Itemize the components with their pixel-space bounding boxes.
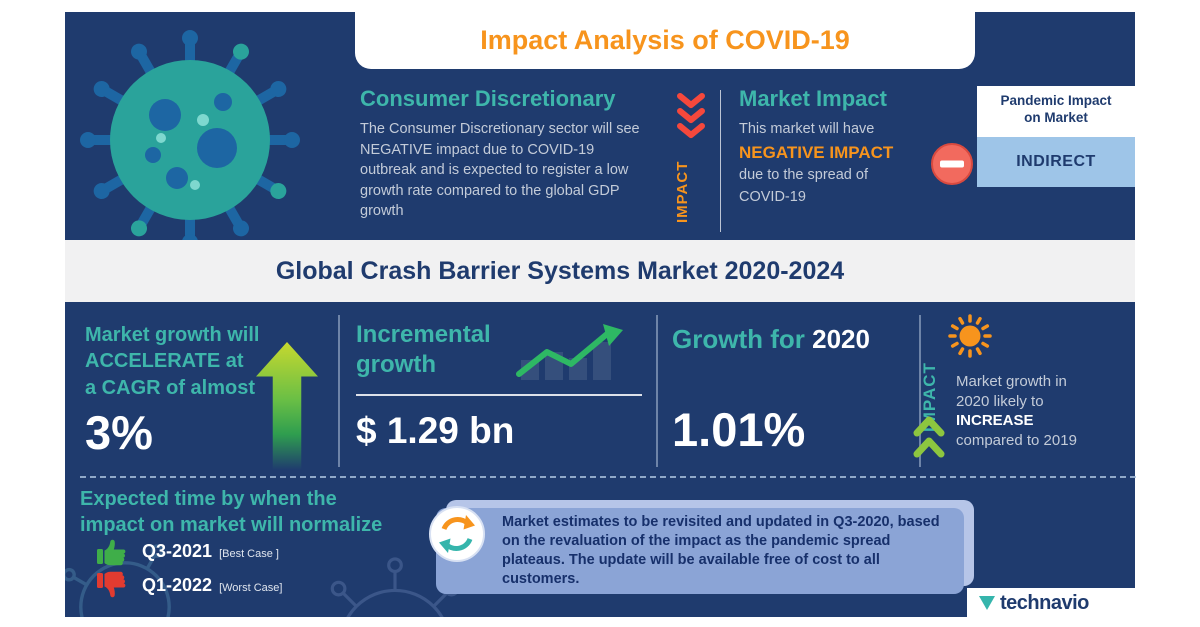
virus-watermark-icon: [330, 557, 460, 617]
impact-2020-line2: 2020 likely to: [956, 392, 1044, 410]
negative-impact-highlight: NEGATIVE IMPACT: [739, 142, 894, 162]
worst-case-value: Q1-2022: [142, 575, 213, 595]
best-case-label: [Best Case ]: [219, 548, 279, 560]
banner-title: Impact Analysis of COVID-19: [480, 25, 850, 55]
impact-sun-icon: [948, 314, 992, 358]
impact-2020-text: Market growth in 2020 likely to INCREASE…: [956, 372, 1134, 450]
dashed-divider: [80, 476, 1136, 478]
normalize-title-line1: Expected time by when the: [80, 488, 337, 510]
refresh-icon: [429, 506, 485, 562]
top-divider: [720, 90, 721, 232]
worst-case-label: [Worst Case]: [219, 582, 283, 594]
market-title: Global Crash Barrier Systems Market 2020…: [275, 256, 845, 285]
market-impact-line2: due to the spread of: [739, 167, 868, 184]
growth-2020-label-text: Growth for: [672, 324, 805, 354]
best-case-value: Q3-2021: [142, 541, 213, 561]
coronavirus-illustration: [80, 30, 300, 250]
brand-triangle-icon: [979, 596, 995, 610]
stats-divider: [656, 315, 658, 467]
virus-watermark-icon: [65, 544, 171, 617]
growth-2020-year: 2020: [812, 324, 870, 354]
market-impact-line3: COVID-19: [739, 189, 806, 206]
market-title-band: Global Crash Barrier Systems Market 2020…: [65, 240, 1135, 302]
sector-body: The Consumer Discretionary sector will s…: [360, 121, 640, 220]
market-impact-line1: This market will have: [739, 121, 875, 137]
normalize-title: Expected time by when the impact on mark…: [80, 487, 382, 538]
impact-2020-line1: Market growth in: [956, 373, 1067, 390]
increase-chevrons-icon: [913, 416, 945, 458]
increase-highlight: INCREASE: [956, 412, 1034, 429]
growth-2020-value: 1.01%: [672, 403, 806, 456]
market-impact-block: Market Impact This market will have NEGA…: [739, 86, 964, 209]
minus-circle-icon: [931, 143, 973, 185]
covid-banner: Impact Analysis of COVID-19: [355, 12, 975, 69]
incremental-growth-label: Incremental growth: [356, 321, 491, 378]
impact-down-chevrons-icon: [677, 93, 705, 138]
sector-title: Consumer Discretionary: [360, 86, 616, 111]
brand-wordmark: technavio: [1000, 591, 1089, 614]
line-chart-icon: [516, 324, 623, 380]
cagr-lead-line2: ACCELERATE at: [85, 350, 244, 373]
market-impact-title: Market Impact: [739, 86, 887, 111]
stats-divider: [338, 315, 340, 467]
impact-vertical-label: IMPACT: [674, 160, 691, 224]
technavio-logo: technavio: [967, 588, 1135, 618]
cagr-lead-line1: Market growth will: [85, 324, 260, 346]
thumbs-up-icon: [97, 539, 126, 566]
sector-block: Consumer Discretionary The Consumer Disc…: [360, 86, 652, 222]
worst-case-row: Q1-2022 [Worst Case]: [142, 575, 282, 596]
impact-2020-line3: compared to 2019: [956, 431, 1077, 449]
cagr-lead-line3: a CAGR of almost: [85, 376, 256, 399]
best-case-row: Q3-2021 [Best Case ]: [142, 541, 279, 562]
thumbs-down-icon: [97, 571, 126, 598]
pandemic-impact-value: INDIRECT: [977, 134, 1135, 187]
growth-2020-label: Growth for 2020: [672, 324, 870, 355]
incremental-underline: [356, 394, 642, 396]
cagr-value: 3%: [85, 406, 153, 459]
normalize-title-line2: impact on market will normalize: [80, 513, 383, 536]
pandemic-impact-label: Pandemic Impact on Market: [1000, 93, 1112, 125]
update-note-box: Market estimates to be revisited and upd…: [436, 508, 964, 594]
update-note-text: Market estimates to be revisited and upd…: [502, 514, 940, 587]
pandemic-impact-box: Pandemic Impact on Market INDIRECT: [977, 86, 1135, 187]
cagr-lead: Market growth will ACCELERATE at a CAGR …: [85, 322, 285, 401]
incremental-growth-value: $ 1.29 bn: [356, 410, 515, 451]
stats-divider: [919, 315, 921, 467]
